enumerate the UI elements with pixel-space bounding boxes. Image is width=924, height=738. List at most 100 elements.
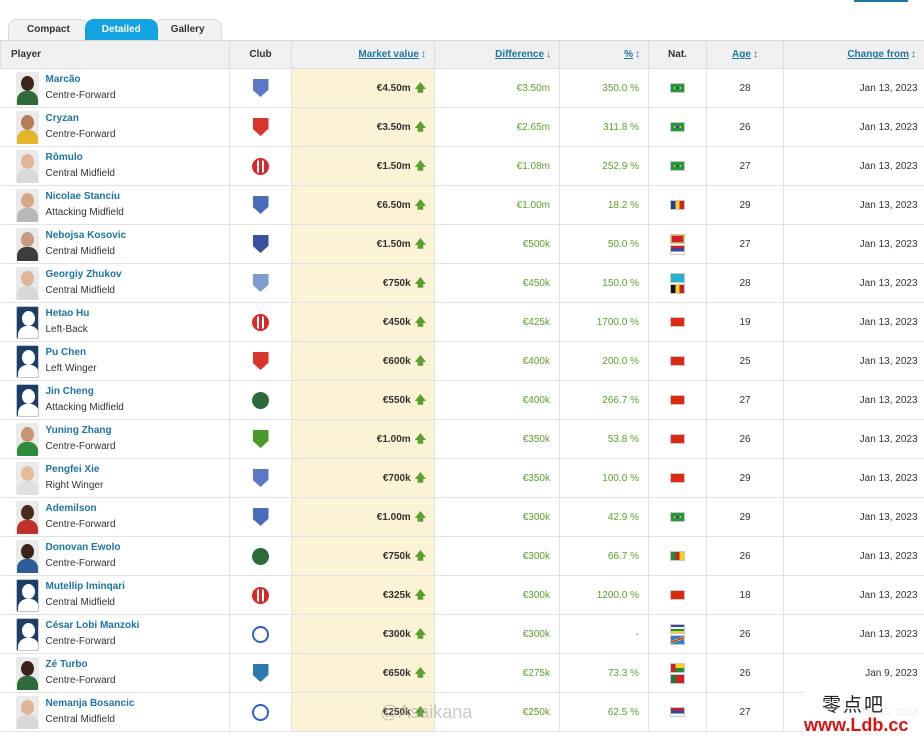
difference-cell: €450k (434, 263, 560, 303)
player-name-link[interactable]: Rômulo (45, 152, 83, 163)
flag-serbia-icon[interactable] (670, 244, 685, 255)
sort-icon[interactable]: ↕ (911, 49, 916, 60)
player-name-link[interactable]: Pengfei Xie (45, 464, 100, 475)
club-crest-icon[interactable] (252, 547, 269, 565)
player-photo[interactable] (15, 461, 39, 495)
market-value-cell: €300k 🡅 (291, 614, 435, 654)
col-header-percent[interactable]: % ↕ (559, 40, 649, 69)
player-name-link[interactable]: Georgiy Zhukov (45, 269, 122, 280)
club-crest-icon[interactable] (252, 664, 269, 682)
sort-icon[interactable]: ↕ (421, 49, 426, 60)
player-name-link[interactable]: Zé Turbo (45, 659, 88, 670)
sort-icon[interactable]: ↕ (635, 49, 640, 60)
player-silhouette-icon[interactable] (15, 344, 39, 378)
player-name-link[interactable]: Nebojsa Kosovic (45, 230, 127, 241)
flag-romania-icon[interactable] (670, 200, 685, 210)
player-name-link[interactable]: César Lobi Manzoki (45, 620, 140, 631)
player-name-link[interactable]: Marcão (45, 74, 81, 85)
club-crest-icon[interactable] (252, 586, 269, 604)
flag-kazakhstan-icon[interactable] (670, 272, 685, 283)
flag-central-african-republic-icon[interactable] (670, 623, 685, 634)
player-photo[interactable] (15, 422, 39, 456)
flag-cameroon-icon[interactable] (670, 551, 685, 561)
player-photo[interactable] (15, 149, 39, 183)
flag-china-icon[interactable] (670, 317, 685, 327)
player-photo[interactable] (15, 500, 39, 534)
sort-link-age[interactable]: Age (732, 49, 751, 60)
sort-link-difference[interactable]: Difference (495, 49, 544, 60)
player-silhouette-icon[interactable] (15, 578, 39, 612)
nationality-cell (648, 68, 707, 108)
flag-china-icon[interactable] (670, 434, 685, 444)
player-name-link[interactable]: Hetao Hu (45, 308, 90, 319)
player-name-link[interactable]: Nicolae Stanciu (45, 191, 120, 202)
player-name-link[interactable]: Yuning Zhang (45, 425, 112, 436)
flag-brazil-icon[interactable] (670, 122, 685, 132)
col-header-market-value[interactable]: Market value ↕ (291, 40, 435, 69)
flag-dr-congo-icon[interactable] (670, 634, 685, 645)
col-header-change-from[interactable]: Change from ↕ (783, 40, 924, 69)
club-crest-icon[interactable] (252, 469, 269, 487)
flag-china-icon[interactable] (670, 590, 685, 600)
player-name-link[interactable]: Ademilson (45, 503, 97, 514)
player-name-link[interactable]: Jin Cheng (45, 386, 94, 397)
tab-compact[interactable]: Compact (8, 19, 89, 40)
player-name-link[interactable]: Mutellip Iminqari (45, 581, 125, 592)
player-photo[interactable] (15, 539, 39, 573)
club-crest-icon[interactable] (252, 79, 269, 97)
percent-cell: 53.8 % (559, 419, 649, 459)
club-crest-icon[interactable] (252, 391, 269, 409)
sort-link-change-from[interactable]: Change from (847, 49, 909, 60)
player-silhouette-icon[interactable] (15, 617, 39, 651)
club-crest-icon[interactable] (252, 625, 269, 643)
club-crest-icon[interactable] (252, 430, 269, 448)
player-name-link[interactable]: Pu Chen (45, 347, 87, 358)
difference-cell: €400k (434, 380, 560, 420)
player-photo[interactable] (15, 188, 39, 222)
club-crest-icon[interactable] (252, 157, 269, 175)
club-cell (229, 146, 292, 186)
club-crest-icon[interactable] (252, 313, 269, 331)
player-photo[interactable] (15, 695, 39, 729)
flag-brazil-icon[interactable] (670, 512, 685, 522)
player-name-link[interactable]: Cryzan (45, 113, 79, 124)
club-crest-icon[interactable] (252, 274, 269, 292)
site-logo-line1: 零点吧 (822, 694, 886, 716)
flag-montenegro-icon[interactable] (670, 233, 685, 244)
sort-descending-icon[interactable]: ↓ (546, 49, 551, 60)
club-crest-icon[interactable] (252, 508, 269, 526)
club-crest-icon[interactable] (252, 118, 269, 136)
flag-china-icon[interactable] (670, 356, 685, 366)
col-header-age[interactable]: Age ↕ (706, 40, 784, 69)
club-crest-icon[interactable] (252, 703, 269, 721)
flag-brazil-icon[interactable] (670, 161, 685, 171)
player-photo[interactable] (15, 266, 39, 300)
flag-china-icon[interactable] (670, 395, 685, 405)
col-header-difference[interactable]: Difference ↓ (434, 40, 560, 69)
sort-icon[interactable]: ↕ (752, 49, 758, 60)
player-silhouette-icon[interactable] (15, 383, 39, 417)
club-crest-icon[interactable] (252, 196, 269, 214)
player-photo[interactable] (15, 656, 39, 690)
flag-belgium-icon[interactable] (670, 283, 685, 294)
flag-china-icon[interactable] (670, 473, 685, 483)
player-name-link[interactable]: Donovan Ewolo (45, 542, 121, 553)
flag-portugal-icon[interactable] (670, 673, 685, 684)
player-name-link[interactable]: Nemanja Bosancic (45, 698, 135, 709)
flag-brazil-icon[interactable] (670, 83, 685, 93)
player-photo[interactable] (15, 227, 39, 261)
tab-detailed[interactable]: Detailed (84, 19, 158, 40)
flag-guinea-bissau-icon[interactable] (670, 662, 685, 673)
player-position: Attacking Midfield (45, 207, 124, 218)
player-photo[interactable] (15, 110, 39, 144)
arrow-up-icon: 🡅 (414, 393, 426, 406)
sort-link-percent[interactable]: % (624, 49, 633, 60)
difference-cell: €350k (434, 458, 560, 498)
player-photo[interactable] (15, 71, 39, 105)
player-silhouette-icon[interactable] (15, 305, 39, 339)
flag-serbia-icon[interactable] (670, 707, 685, 717)
tab-gallery[interactable]: Gallery (153, 19, 222, 40)
sort-link-market-value[interactable]: Market value (358, 49, 419, 60)
club-crest-icon[interactable] (252, 352, 269, 370)
club-crest-icon[interactable] (252, 235, 269, 253)
